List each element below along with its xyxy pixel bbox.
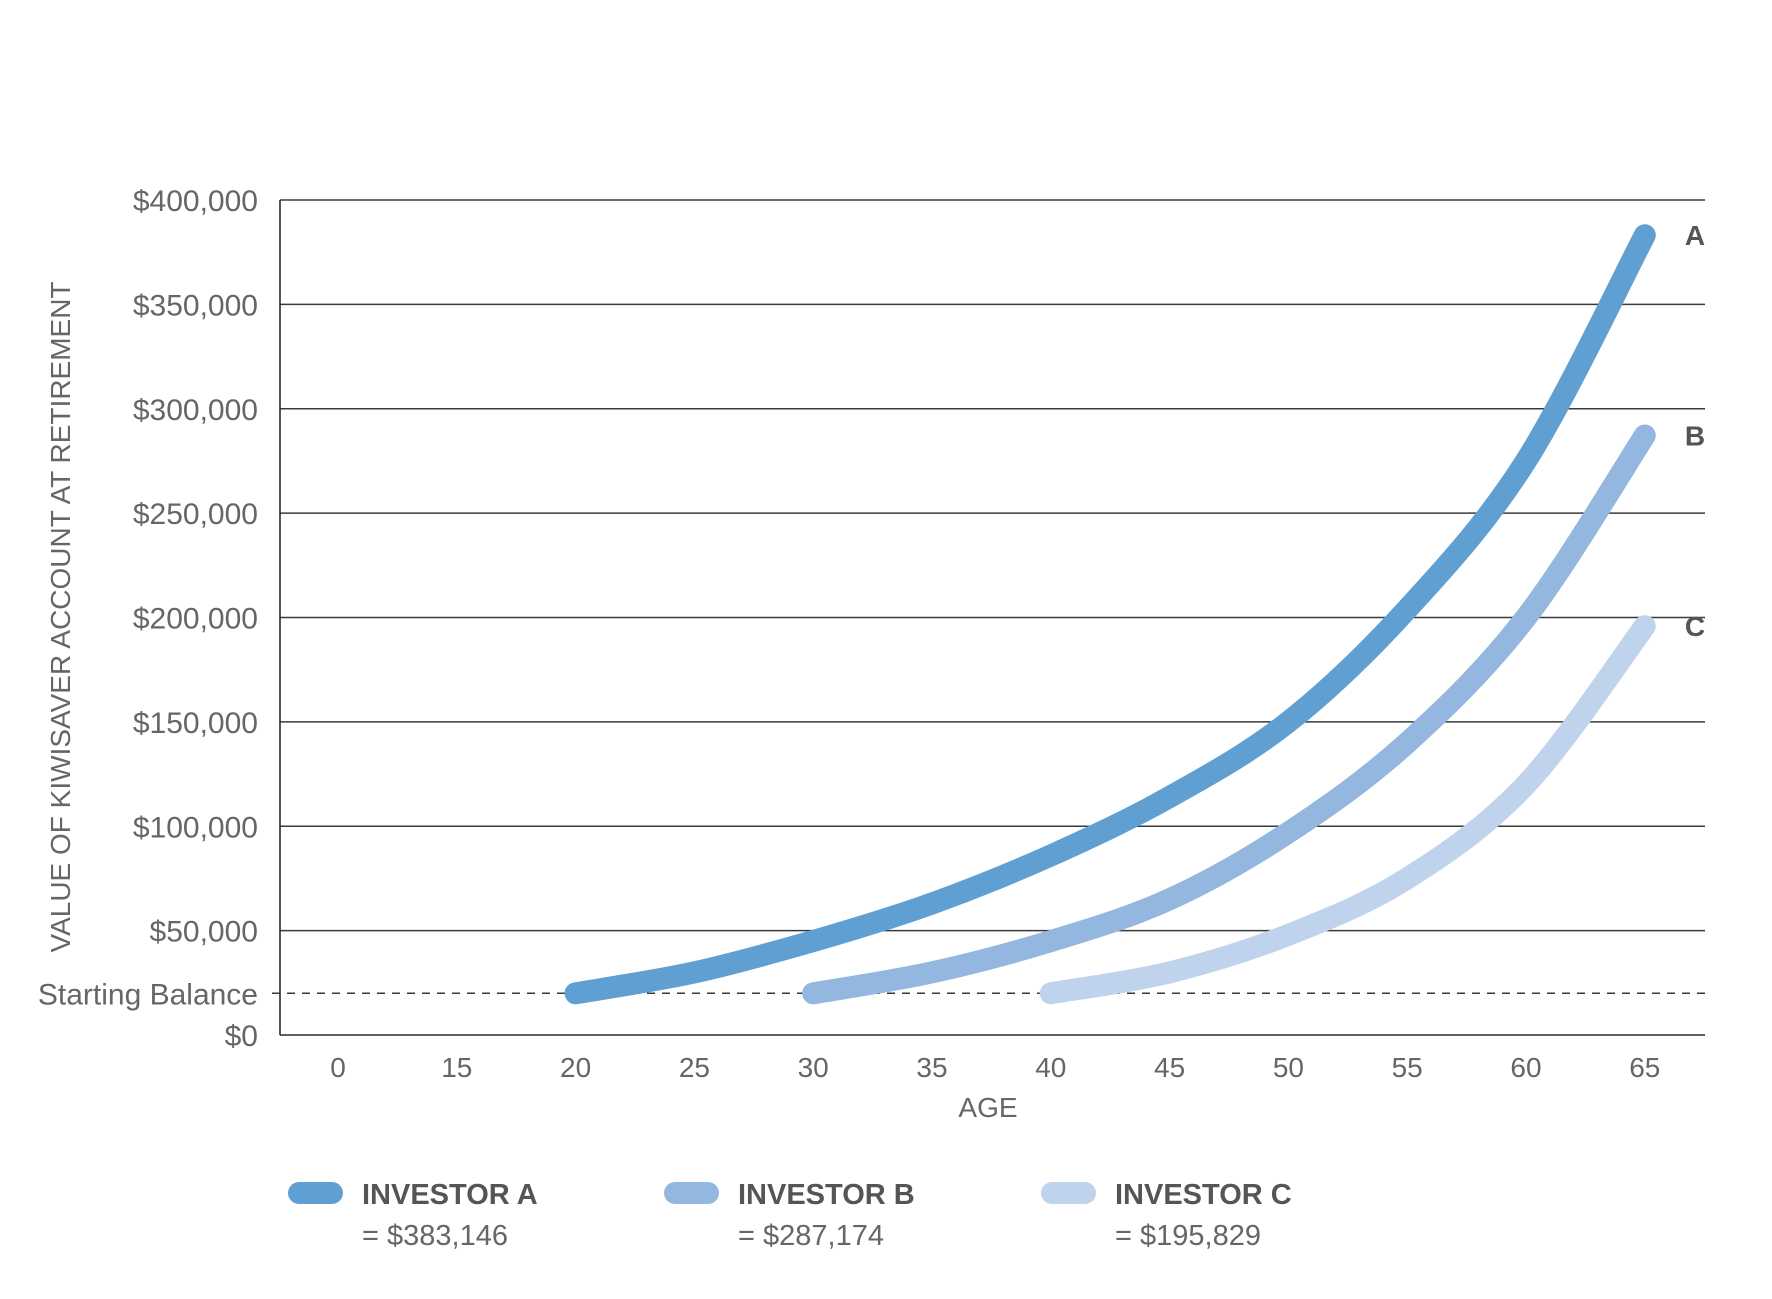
x-tick-label: 55 xyxy=(1392,1052,1423,1083)
y-tick-label: $100,000 xyxy=(133,811,258,844)
series-end-label: C xyxy=(1685,611,1705,642)
x-tick-labels: 0 15 20 25 30 35 40 45 50 55 60 65 xyxy=(330,1052,1660,1083)
legend-item-value: = $383,146 xyxy=(362,1220,508,1252)
y-tick-label: $150,000 xyxy=(133,707,258,740)
x-tick-label: 35 xyxy=(916,1052,947,1083)
x-tick-label: 25 xyxy=(679,1052,710,1083)
starting-balance-line: Starting Balance xyxy=(38,978,1705,1011)
y-axis-title: VALUE OF KIWISAVER ACCOUNT AT RETIREMENT xyxy=(45,281,76,952)
series-line-investor-c xyxy=(1039,615,1656,1005)
legend-item-value: = $195,829 xyxy=(1115,1220,1261,1252)
y-tick-label: $50,000 xyxy=(150,916,258,949)
legend-item-value: = $287,174 xyxy=(738,1220,884,1252)
y-tick-label: $0 xyxy=(225,1020,258,1053)
series-line-investor-b xyxy=(802,424,1656,1005)
y-tick-label: $300,000 xyxy=(133,394,258,427)
y-tick-labels: $0 $50,000 $100,000 $150,000 $200,000 $250,00… xyxy=(133,185,258,1053)
x-tick-label: 50 xyxy=(1273,1052,1304,1083)
x-tick-label: 60 xyxy=(1510,1052,1541,1083)
x-tick-label: 45 xyxy=(1154,1052,1185,1083)
series-end-labels: A B C xyxy=(1685,220,1705,642)
series-lines xyxy=(564,224,1656,1005)
y-tick-label: $400,000 xyxy=(133,185,258,218)
y-tick-label: $250,000 xyxy=(133,498,258,531)
axes xyxy=(279,200,1705,1036)
series-end-label: A xyxy=(1685,220,1705,251)
series-line-investor-a xyxy=(564,224,1656,1005)
x-tick-label: 20 xyxy=(560,1052,591,1083)
legend-item-name: INVESTOR A xyxy=(362,1179,538,1211)
gridlines xyxy=(280,199,1705,932)
starting-balance-label: Starting Balance xyxy=(38,978,258,1011)
series-end-label: B xyxy=(1685,421,1705,452)
x-tick-label: 30 xyxy=(798,1052,829,1083)
legend-item-name: INVESTOR B xyxy=(738,1179,915,1211)
legend-item-name: INVESTOR C xyxy=(1115,1179,1292,1211)
x-tick-label: 15 xyxy=(441,1052,472,1083)
legend: INVESTOR A = $383,146 INVESTOR B = $287,174… xyxy=(288,1179,1292,1252)
x-tick-label: 40 xyxy=(1035,1052,1066,1083)
y-tick-label: $350,000 xyxy=(133,289,258,322)
x-axis-title: AGE xyxy=(958,1092,1017,1123)
x-tick-label: 0 xyxy=(330,1052,346,1083)
y-tick-label: $200,000 xyxy=(133,603,258,636)
x-tick-label: 65 xyxy=(1629,1052,1660,1083)
